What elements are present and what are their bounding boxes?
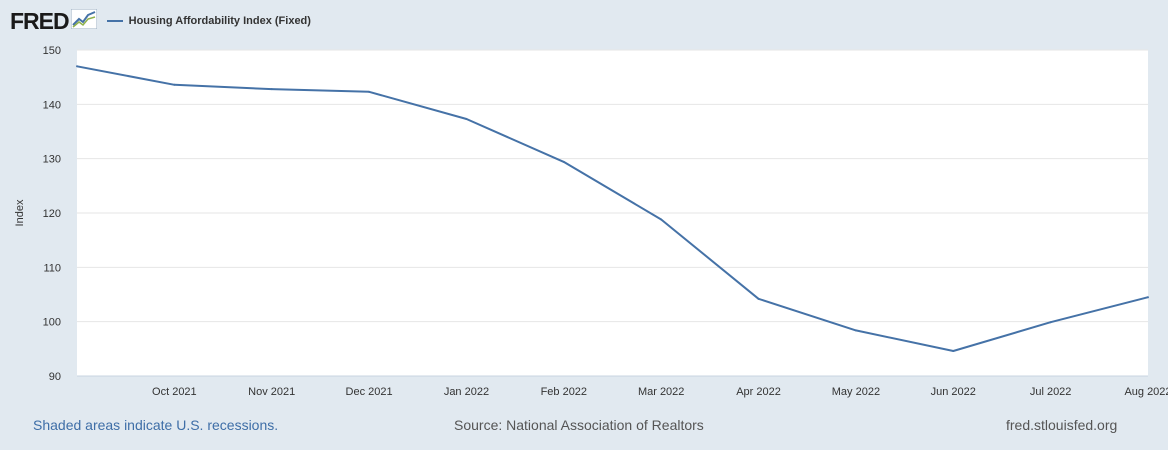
fred-logo-text: FRED	[10, 7, 70, 34]
data-point	[465, 118, 468, 121]
x-tick-label: Feb 2022	[541, 386, 587, 398]
data-point	[1049, 321, 1052, 324]
recession-note-link[interactable]: Shaded areas indicate U.S. recessions.	[33, 417, 279, 433]
source-note: Source: National Association of Realtors	[454, 417, 704, 433]
data-point	[854, 329, 857, 332]
y-tick-label: 130	[43, 154, 61, 166]
series-line	[76, 65, 1149, 352]
x-tick-label: Apr 2022	[736, 386, 781, 398]
x-tick-label: Mar 2022	[638, 386, 684, 398]
x-tick-label: Jul 2022	[1030, 386, 1072, 398]
chart-header: FRED Housing Affordability Index (Fixed)	[10, 8, 311, 34]
y-axis-label: Index	[14, 199, 26, 226]
x-tick-label: Jan 2022	[444, 386, 489, 398]
data-point	[952, 350, 955, 353]
x-tick-label: Oct 2021	[152, 386, 197, 398]
x-tick-label: May 2022	[832, 386, 880, 398]
legend-label: Housing Affordability Index (Fixed)	[128, 15, 311, 27]
line-chart: 90 100 110 120 130 140 150 Oct 2021 Nov 2021 Dec…	[14, 45, 1168, 398]
data-point	[660, 218, 663, 221]
site-link[interactable]: fred.stlouisfed.org	[1006, 417, 1118, 433]
x-axis-ticks: Oct 2021 Nov 2021 Dec 2021 Jan 2022 Feb 2022…	[152, 386, 1168, 398]
x-tick-label: Aug 2022	[1124, 386, 1168, 398]
series-group	[76, 65, 1149, 353]
y-axis-ticks: 90 100 110 120 130 140 150	[43, 45, 61, 383]
data-point	[1147, 296, 1149, 299]
x-tick-label: Dec 2021	[346, 386, 393, 398]
y-tick-label: 140	[43, 99, 61, 111]
y-tick-label: 100	[43, 317, 61, 329]
gridlines	[77, 49, 1148, 377]
data-point	[173, 83, 176, 86]
y-tick-label: 120	[43, 208, 61, 220]
data-point	[76, 65, 78, 68]
legend-swatch	[106, 20, 123, 22]
data-point	[368, 90, 371, 93]
y-tick-label: 90	[49, 371, 61, 383]
x-tick-label: Jun 2022	[931, 386, 976, 398]
data-point	[757, 297, 760, 300]
data-point	[562, 160, 565, 163]
x-tick-label: Nov 2021	[248, 386, 295, 398]
chart-legend: Housing Affordability Index (Fixed)	[106, 15, 311, 27]
y-tick-label: 110	[43, 262, 61, 274]
y-tick-label: 150	[43, 45, 61, 57]
data-point	[270, 88, 273, 91]
